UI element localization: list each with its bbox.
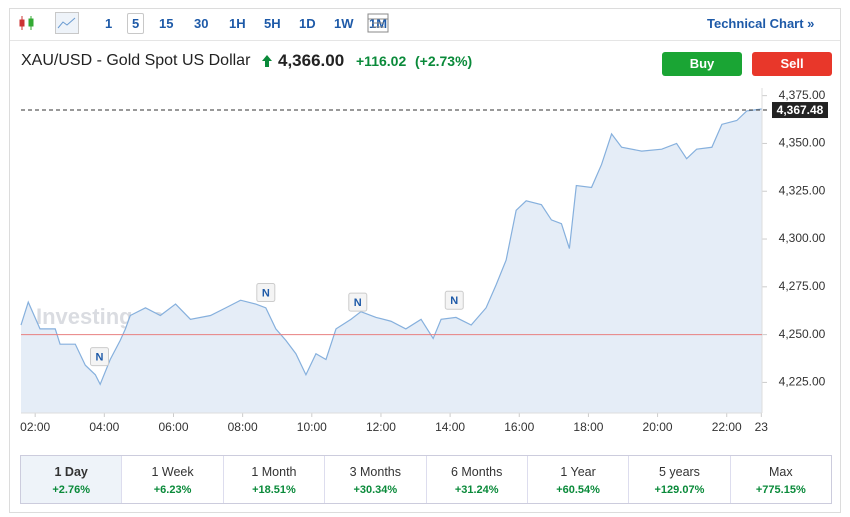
period-cell[interactable]: 5 years +129.07% <box>628 456 729 503</box>
x-tick-label: 22:00 <box>712 420 742 434</box>
x-tick-label: 18:00 <box>573 420 603 434</box>
interval-button[interactable]: 1W <box>334 16 354 31</box>
news-marker-label: N <box>450 295 458 307</box>
technical-chart-link[interactable]: Technical Chart » <box>707 16 815 31</box>
period-cell[interactable]: 1 Day +2.76% <box>21 456 122 503</box>
last-price-box <box>772 102 828 119</box>
widget-frame <box>9 8 841 513</box>
news-marker <box>444 290 464 310</box>
chart: Investing.com4,225.004,250.004,275.004,3… <box>20 88 828 434</box>
interval-button[interactable]: 5 <box>127 13 145 34</box>
x-tick-label: 06:00 <box>158 420 188 434</box>
candle-icon[interactable] <box>18 14 36 32</box>
x-tick-label: 16:00 <box>504 420 534 434</box>
divider <box>10 40 840 41</box>
x-tick-label: 10:00 <box>297 420 327 434</box>
period-name: 6 Months <box>450 465 503 479</box>
x-tick-label: 23 <box>755 420 769 434</box>
price: 4,366.00 <box>278 51 345 70</box>
change: +116.02 <box>356 53 407 69</box>
period-change: +129.07% <box>654 484 705 496</box>
layout-icon[interactable] <box>367 13 389 33</box>
period-name: 1 Month <box>251 465 297 479</box>
y-tick-label: 4,375.00 <box>779 88 826 102</box>
period-name: 3 Months <box>349 465 402 479</box>
y-tick-label: 4,275.00 <box>779 279 826 293</box>
news-marker <box>89 347 109 367</box>
last-price-label: 4,367.48 <box>777 103 824 117</box>
news-marker <box>256 283 276 303</box>
x-tick-label: 12:00 <box>366 420 396 434</box>
period-cell[interactable]: 3 Months +30.34% <box>324 456 425 503</box>
y-tick-label: 4,300.00 <box>779 231 826 245</box>
interval-button[interactable]: 30 <box>194 16 209 31</box>
period-name: 1 Year <box>560 465 596 479</box>
x-tick-label: 14:00 <box>435 420 465 434</box>
x-tick-label: 08:00 <box>228 420 258 434</box>
buy-button[interactable]: Buy <box>662 52 742 76</box>
instrument-title: XAU/USD - Gold Spot US Dollar <box>21 52 251 69</box>
period-change: +60.54% <box>556 484 600 496</box>
area-icon[interactable] <box>55 12 79 34</box>
news-marker <box>348 292 368 312</box>
news-marker-label: N <box>354 297 362 309</box>
y-tick-label: 4,250.00 <box>779 327 826 341</box>
period-cell[interactable]: 1 Year +60.54% <box>526 456 628 503</box>
x-tick-label: 02:00 <box>20 420 50 434</box>
period-cell[interactable]: 6 Months +31.24% <box>425 456 527 503</box>
price-line <box>20 108 762 386</box>
period-change: +31.24% <box>454 484 499 496</box>
period-change: +18.51% <box>252 484 296 496</box>
x-tick-label: 20:00 <box>643 420 673 434</box>
period-cell[interactable]: 1 Week +6.23% <box>121 456 222 503</box>
period-name: Max <box>769 465 793 479</box>
interval-button[interactable]: 1 <box>105 16 113 31</box>
interval-button[interactable]: 1D <box>299 16 316 31</box>
period-change: +6.23% <box>153 484 192 496</box>
sell-button[interactable]: Sell <box>752 52 832 76</box>
period-change: +2.76% <box>52 484 90 496</box>
period-name: 1 Day <box>54 465 88 479</box>
period-table: 1 Day +2.76% 1 Week +6.23% 1 Month +18.51% 3 M… <box>20 455 832 504</box>
y-tick-label: 4,350.00 <box>779 136 826 150</box>
change-pct: (+2.73%) <box>415 53 473 69</box>
period-name: 1 Week <box>151 465 194 479</box>
area-fill <box>21 109 762 413</box>
x-tick-label: 04:00 <box>89 420 119 434</box>
y-tick-label: 4,325.00 <box>779 183 826 197</box>
period-name: 5 years <box>658 465 700 479</box>
period-change: +775.15% <box>755 484 806 496</box>
interval-button[interactable]: 15 <box>159 16 174 31</box>
period-cell[interactable]: 1 Month +18.51% <box>222 456 324 503</box>
interval-button[interactable]: 5H <box>264 16 281 31</box>
news-marker-label: N <box>96 352 104 364</box>
period-change: +30.34% <box>353 484 398 496</box>
up-arrow <box>262 55 272 67</box>
news-marker-label: N <box>262 287 270 299</box>
y-tick-label: 4,225.00 <box>779 375 826 389</box>
interval-button[interactable]: 1H <box>229 16 246 31</box>
period-cell[interactable]: Max +775.15% <box>729 456 831 503</box>
